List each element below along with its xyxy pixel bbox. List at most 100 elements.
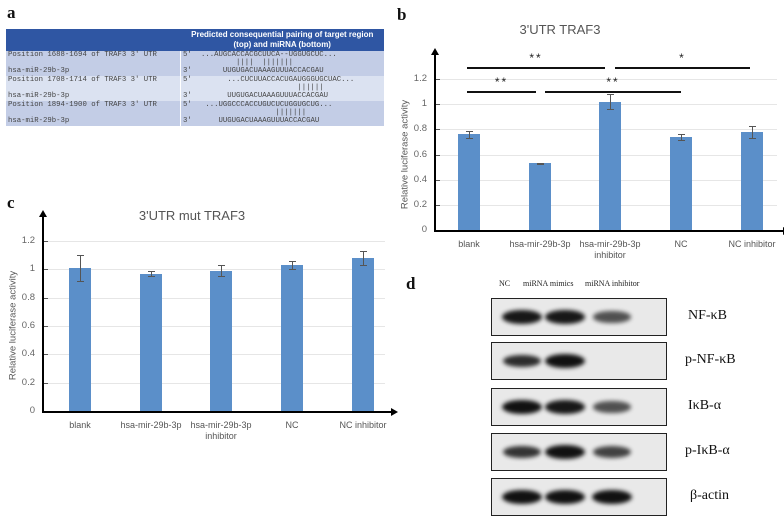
x-tick-label: hsa-mir-29b-3p [120, 420, 182, 430]
error-cap [218, 265, 225, 267]
pairing-row: ||||||| [6, 109, 384, 117]
error-cap [749, 125, 756, 127]
protein-band [502, 310, 542, 324]
tick-mark [43, 354, 48, 356]
error-cap [678, 133, 685, 135]
y-axis [434, 54, 436, 231]
mirna-sequence: UUGUGACUAAAGUUUACCACGAU [199, 117, 384, 126]
target-row: Position 1708-1714 of TRAF3 3' UTR 5' ...… [6, 76, 384, 85]
target-label: Position 1688-1694 of TRAF3 3' UTR [6, 51, 181, 60]
panel-b-label: b [397, 5, 407, 24]
significance-line [545, 91, 681, 93]
protein-band [593, 311, 631, 323]
y-tick-label: 0.6 [21, 320, 35, 331]
panel-c-label: c [7, 193, 15, 212]
protein-label: NF-κB [688, 308, 727, 323]
pairing-table: Predicted consequential pairing of targe… [6, 29, 384, 126]
protein-band [502, 445, 542, 459]
x-tick-label: hsa-mir-29b-3p inhibitor [579, 239, 641, 260]
table-header: Predicted consequential pairing of targe… [180, 29, 384, 51]
error-bar [151, 271, 152, 277]
error-bar [80, 255, 81, 282]
mirna-label: hsa-miR-29b-3p [6, 92, 181, 101]
mirna-row: hsa-miR-29b-3p 3' UUGUGACUAAAGUUUACCACGAU [6, 92, 384, 101]
tick-mark [435, 104, 440, 106]
bar-blank [458, 134, 480, 230]
x-tick-label: NC inhibitor [728, 239, 776, 249]
y-tick-label: 1.2 [21, 235, 35, 246]
empty-cell [180, 110, 199, 117]
x-tick-label: NC inhibitor [339, 420, 387, 430]
bar-nc [281, 265, 303, 411]
panel-d-label: d [406, 274, 416, 293]
tick-mark [435, 129, 440, 131]
protein-label: β-actin [690, 488, 729, 503]
mirna-label: hsa-miR-29b-3p [6, 67, 181, 76]
protein-band [592, 490, 632, 504]
x-axis [42, 411, 392, 413]
x-tick-label: NC [674, 239, 688, 249]
y-axis-arrow-icon [39, 210, 47, 217]
error-bar [221, 265, 222, 278]
panel-a-label: a [7, 3, 16, 22]
x-tick-label: hsa-mir-29b-3p [509, 239, 571, 249]
target-row: Position 1894-1900 of TRAF3 3' UTR 5' ...… [6, 101, 384, 110]
error-cap [77, 280, 84, 282]
chart-title: 3'UTR TRAF3 [519, 22, 601, 37]
significance-line [467, 91, 536, 93]
gridline [435, 79, 777, 80]
y-tick-label: 0.4 [21, 348, 35, 360]
error-cap [749, 138, 756, 140]
tick-mark [435, 204, 440, 206]
significance-line [615, 67, 750, 69]
protein-band [545, 310, 585, 324]
x-tick-label: blank [458, 239, 480, 249]
error-cap [77, 255, 84, 257]
protein-band [593, 401, 631, 413]
table-header-empty [6, 29, 181, 51]
protein-band [545, 400, 585, 414]
tick-mark [435, 79, 440, 80]
x-tick-label: NC [285, 420, 299, 430]
error-cap [466, 138, 473, 140]
bar-hsa-mir-29b-3p [140, 273, 162, 411]
empty-cell [6, 60, 181, 67]
bar-blank [69, 267, 91, 411]
error-cap [607, 94, 614, 96]
y-tick-label: 1 [421, 98, 427, 110]
tick-mark [43, 241, 48, 242]
y-axis [42, 216, 44, 412]
tick-mark [43, 382, 48, 384]
error-bar [610, 94, 611, 111]
tick-mark [435, 179, 440, 181]
gridline [43, 241, 385, 242]
target-row: Position 1688-1694 of TRAF3 3' UTR 5' ...A… [6, 51, 384, 60]
error-cap [537, 163, 544, 165]
error-cap [218, 276, 225, 278]
target-end: 5' [180, 101, 199, 110]
chart-title: 3'UTR mut TRAF3 [138, 208, 246, 223]
mirna-end: 3' [180, 92, 199, 101]
y-tick-label: 0.4 [413, 173, 427, 185]
significance-marker: ** [529, 51, 543, 65]
mirna-sequence: UUGUGACUAAAGUUUACCACGAU [199, 92, 384, 101]
empty-cell [6, 110, 181, 117]
lane-label: miRNA mimics [523, 279, 574, 288]
bar-nc-inhibitor [741, 131, 763, 230]
protein-band [502, 354, 542, 368]
y-tick-label: 1 [29, 263, 35, 275]
error-cap [289, 260, 296, 262]
x-axis-arrow-icon [391, 408, 398, 416]
protein-label: IκB-α [688, 398, 722, 413]
empty-cell [180, 85, 199, 92]
error-bar [363, 250, 364, 267]
error-cap [678, 140, 685, 142]
lane-label: miRNA inhibitor [585, 279, 640, 288]
lane-label: NC [499, 279, 511, 288]
significance-marker: * [679, 51, 686, 65]
y-tick-label: 1.2 [413, 73, 427, 84]
protein-band [545, 354, 585, 368]
target-end: 5' [180, 76, 199, 85]
y-tick-label: 0.6 [413, 148, 427, 160]
error-bar [681, 133, 682, 142]
